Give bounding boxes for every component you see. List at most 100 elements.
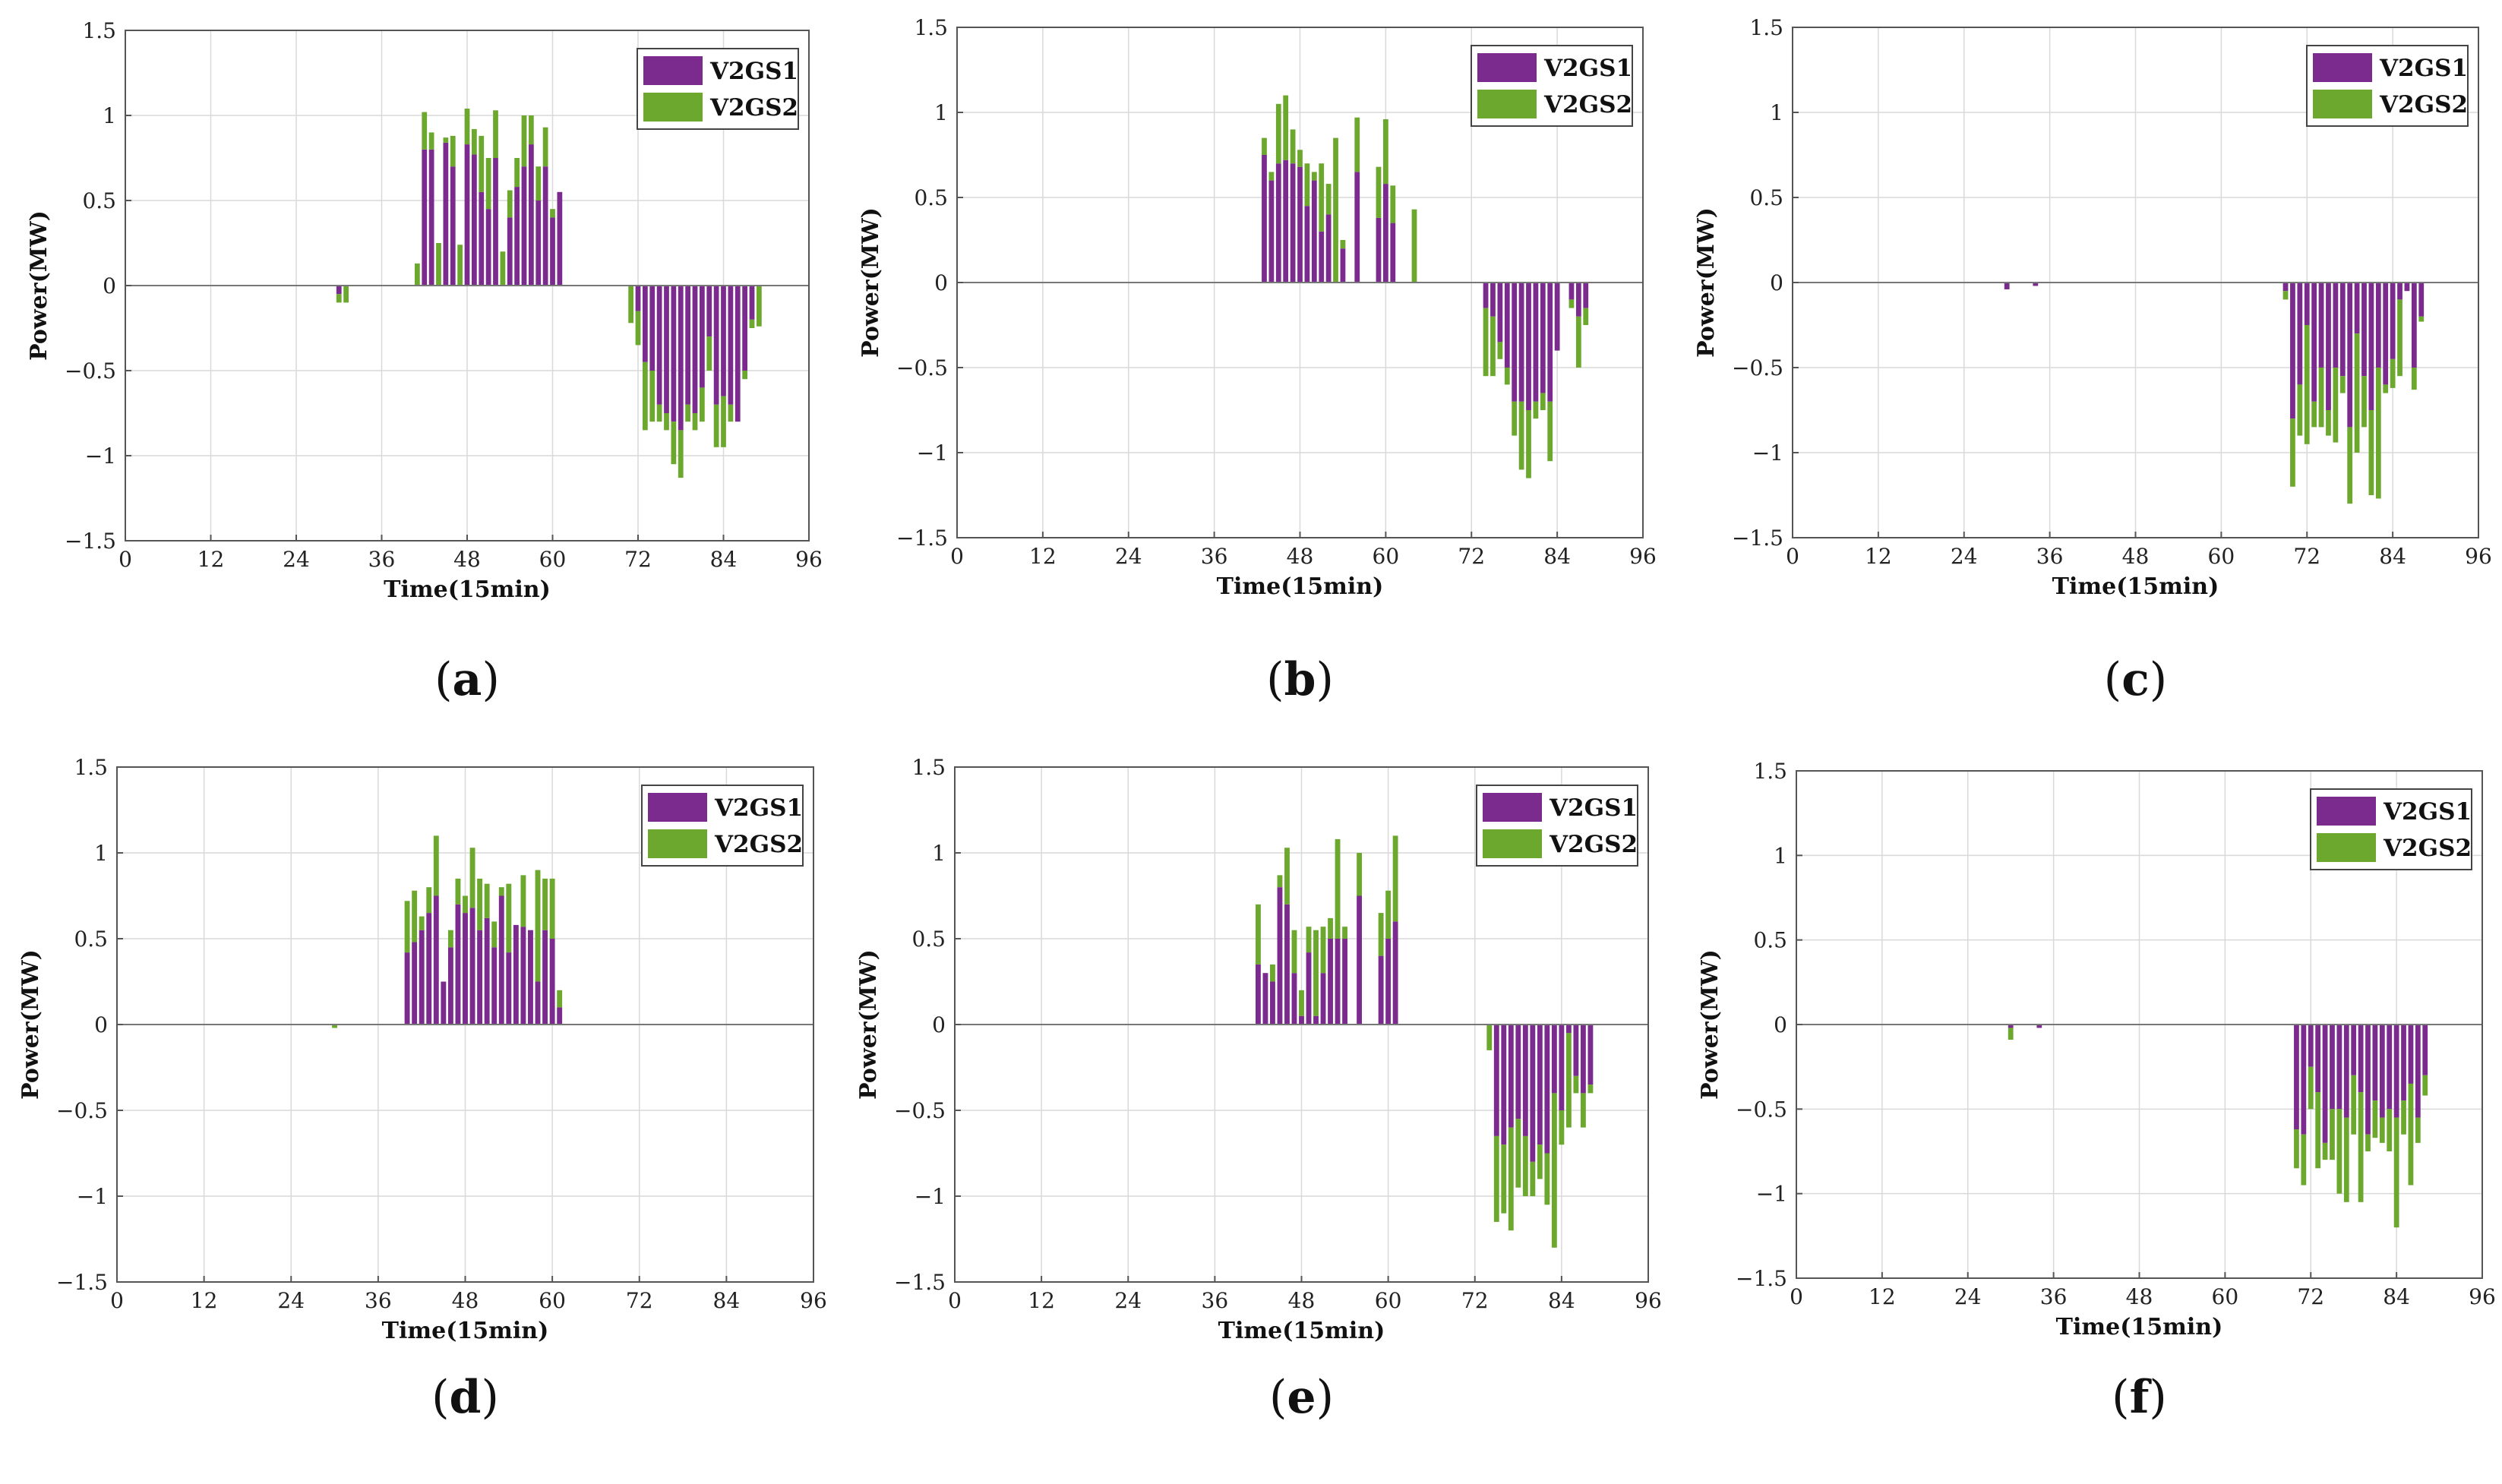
x-tick-label: 84 [2379, 544, 2406, 569]
bar-v2gs2 [1325, 184, 1332, 215]
bar-v2gs2 [1357, 853, 1363, 896]
bar-v2gs2 [1283, 95, 1289, 160]
bar-v2gs2 [678, 430, 684, 478]
x-tick-label: 60 [2208, 544, 2235, 569]
y-tick-label: 0 [94, 1012, 108, 1037]
bar-v2gs2 [1573, 1075, 1579, 1094]
bar-v2gs1 [1580, 1025, 1586, 1094]
bar-v2gs1 [1540, 283, 1546, 393]
bar-v2gs1 [1320, 973, 1326, 1025]
bar-v2gs1 [643, 286, 648, 362]
bar-v2gs1 [2326, 283, 2331, 410]
bar-v2gs1 [1335, 939, 1341, 1025]
x-tick-label: 0 [1790, 1284, 1803, 1309]
bar-v2gs1 [557, 191, 563, 286]
bar-v2gs1 [1493, 1025, 1499, 1136]
bar-v2gs1 [2351, 1025, 2357, 1075]
x-tick-label: 0 [110, 1288, 124, 1313]
panel-caption: (a) [434, 653, 500, 706]
bar-v2gs1 [1328, 939, 1333, 1025]
bar-v2gs1 [1554, 283, 1560, 351]
x-tick-label: 36 [368, 547, 396, 572]
x-axis-label: Time(15min) [2056, 1314, 2223, 1340]
bar-v2gs1 [1354, 172, 1360, 283]
bar-v2gs2 [336, 294, 342, 303]
bar-v2gs2 [2347, 427, 2353, 504]
bar-v2gs2 [1583, 308, 1589, 325]
bar-v2gs2 [1565, 1033, 1572, 1128]
y-axis-label: Power(MW) [858, 207, 884, 358]
bar-v2gs1 [493, 158, 498, 286]
bar-v2gs1 [721, 286, 726, 396]
bar-v2gs1 [2311, 283, 2317, 402]
panel-caption: (f) [2112, 1371, 2167, 1424]
x-tick-label: 60 [539, 1288, 566, 1313]
x-tick-label: 84 [710, 547, 738, 572]
bar-v2gs2 [1340, 240, 1346, 249]
bar-v2gs2 [484, 883, 490, 918]
bar-v2gs1 [2393, 1025, 2399, 1118]
legend-label: V2GS1 [2379, 55, 2468, 82]
bar-v2gs2 [1297, 150, 1303, 167]
bar-v2gs1 [2315, 1025, 2321, 1093]
y-tick-label: −0.5 [1736, 1097, 1787, 1122]
bar-v2gs2 [520, 875, 526, 927]
x-tick-label: 12 [1028, 1288, 1055, 1313]
bar-v2gs1 [749, 286, 755, 320]
y-tick-label: −0.5 [1732, 355, 1783, 380]
bar-v2gs1 [535, 200, 542, 286]
x-axis-label: Time(15min) [382, 1318, 549, 1344]
bar-v2gs2 [2322, 1142, 2328, 1160]
y-tick-label: 0 [934, 270, 948, 295]
bar-v2gs2 [1275, 103, 1281, 164]
bar-v2gs2 [433, 835, 439, 896]
x-tick-label: 96 [2465, 544, 2492, 569]
bar-v2gs1 [685, 286, 690, 405]
bar-v2gs1 [1262, 155, 1267, 283]
bar-v2gs1 [649, 286, 656, 371]
bar-v2gs2 [549, 878, 555, 939]
panel-caption: (c) [2104, 653, 2167, 706]
y-tick-label: 0.5 [1753, 928, 1787, 953]
y-tick-label: −1.5 [896, 526, 948, 551]
legend-label: V2GS2 [709, 94, 798, 122]
bar-v2gs1 [1299, 1015, 1304, 1025]
bar-v2gs2 [1411, 209, 1417, 283]
legend-label: V2GS1 [709, 58, 798, 85]
bar-v2gs1 [464, 144, 470, 286]
chart-panel-f: 0 12 24 36 48 60 72 84 96 1.5 1 0.5 0 −0.5 −1 −1.5 Time(… [1697, 759, 2496, 1340]
x-tick-label: 96 [795, 547, 823, 572]
bar-v2gs2 [1320, 927, 1326, 974]
bar-v2gs1 [2304, 283, 2310, 325]
bar-v2gs1 [742, 286, 747, 371]
bar-v2gs2 [2375, 368, 2381, 499]
bar-v2gs2 [422, 112, 428, 150]
bar-v2gs1 [2383, 283, 2389, 385]
bar-v2gs2 [2422, 1075, 2428, 1096]
bar-v2gs2 [685, 404, 690, 422]
panel-caption-letter: e [1287, 1371, 1316, 1424]
y-tick-label: −1.5 [56, 1270, 108, 1295]
bar-v2gs1 [1565, 1025, 1572, 1034]
bar-v2gs1 [521, 166, 527, 286]
y-tick-label: 0 [932, 1012, 946, 1037]
bar-v2gs1 [700, 286, 705, 388]
bar-v2gs2 [2339, 376, 2346, 393]
bar-v2gs2 [706, 336, 712, 371]
y-tick-label: −1.5 [65, 529, 116, 554]
bar-v2gs2 [443, 137, 449, 143]
x-tick-label: 48 [1287, 544, 1314, 569]
bar-v2gs1 [1530, 1025, 1536, 1162]
bar-v2gs2 [1501, 1145, 1507, 1214]
bar-v2gs1 [1297, 166, 1303, 283]
bar-v2gs1 [443, 142, 449, 286]
x-tick-label: 0 [118, 547, 132, 572]
bar-v2gs1 [1515, 1025, 1521, 1119]
x-tick-label: 84 [2383, 1284, 2410, 1309]
bar-v2gs1 [2294, 1025, 2299, 1130]
bar-v2gs1 [2330, 1025, 2335, 1110]
x-tick-label: 48 [2126, 1284, 2153, 1309]
bar-v2gs2 [1354, 117, 1360, 172]
bar-v2gs1 [336, 286, 342, 295]
bar-v2gs2 [656, 404, 662, 422]
